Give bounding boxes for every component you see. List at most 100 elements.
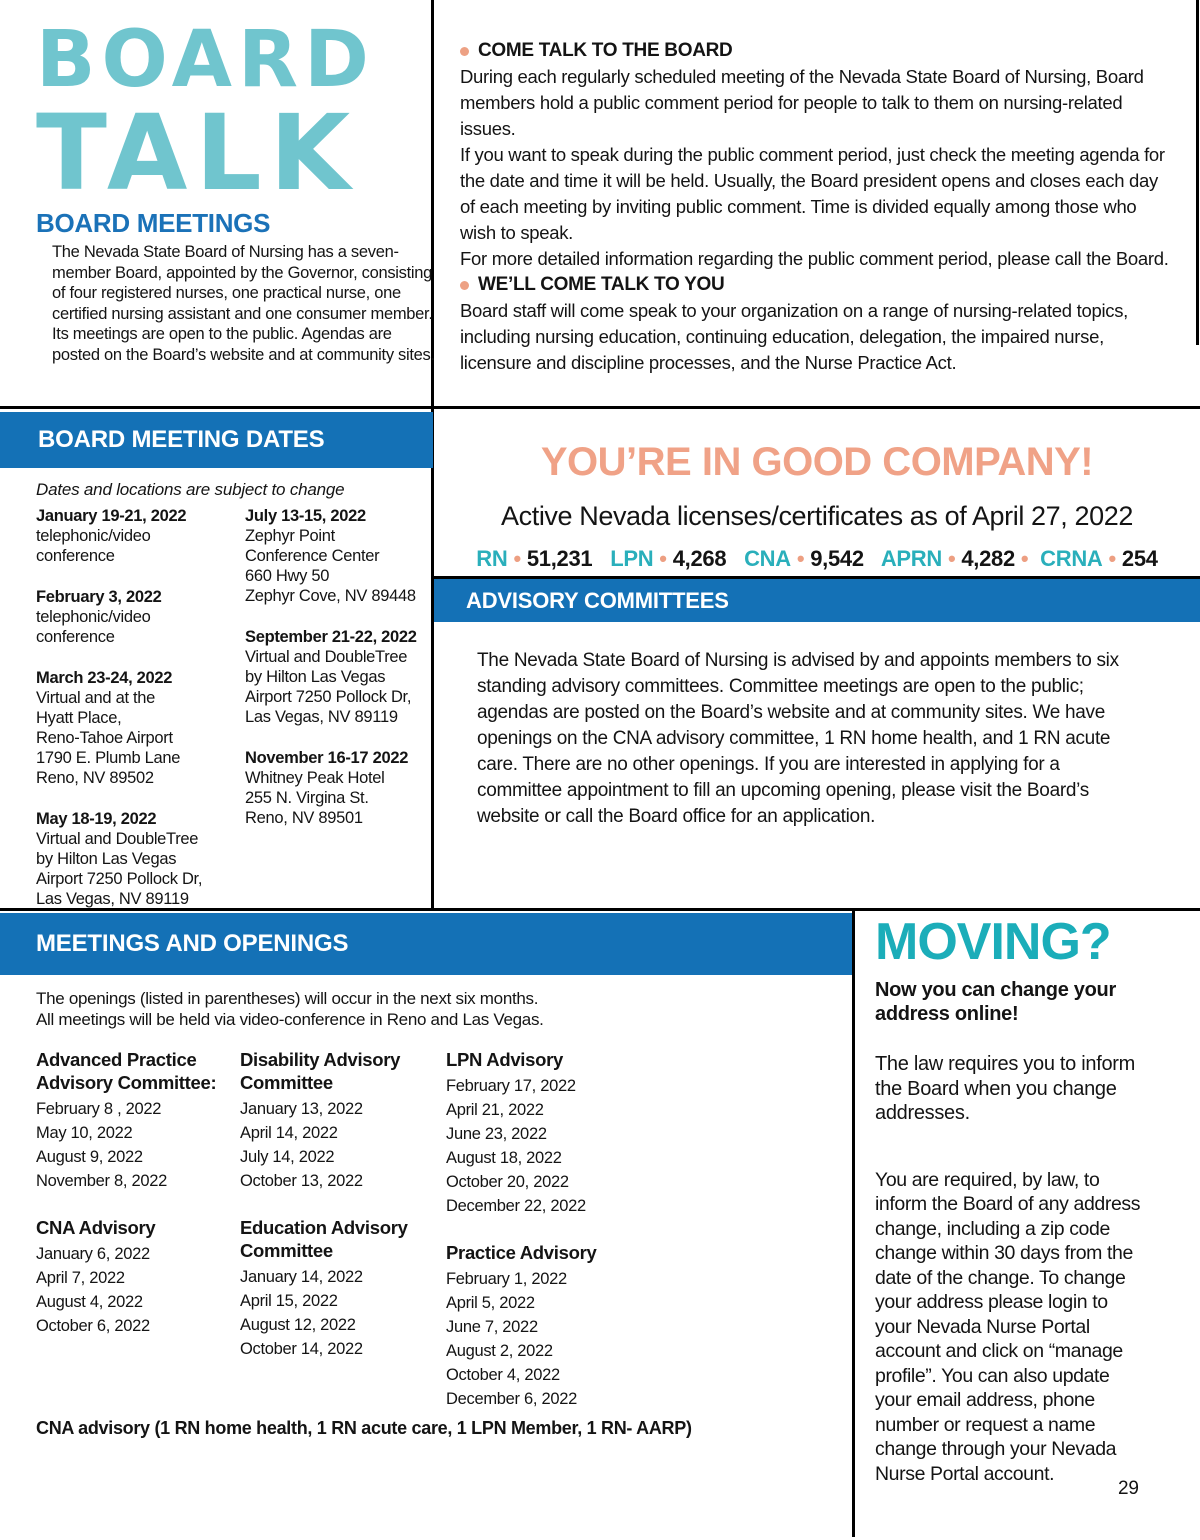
stat-label: LPN bbox=[610, 546, 654, 571]
meeting-location: Virtual and DoubleTree by Hilton Las Veg… bbox=[36, 830, 203, 908]
meeting-date: September 21-22, 2022 bbox=[245, 628, 417, 646]
committee-name: Practice Advisory bbox=[446, 1242, 597, 1263]
meeting-date: May 18-19, 2022 bbox=[36, 810, 157, 828]
good-company-section: YOU’RE IN GOOD COMPANY! Active Nevada li… bbox=[434, 430, 1200, 572]
moving-section: MOVING? Now you can change your address … bbox=[875, 912, 1147, 1486]
meeting-date: March 23-24, 2022 bbox=[36, 669, 173, 687]
stat-value: 4,268 bbox=[672, 546, 727, 571]
stat-label: CNA bbox=[744, 546, 791, 571]
stat-label: CRNA bbox=[1040, 546, 1103, 571]
dates-note: Dates and locations are subject to chang… bbox=[36, 480, 345, 499]
page-number: 29 bbox=[1118, 1478, 1139, 1499]
license-stats: RN • 51,231 LPN • 4,268 CNA • 9,542 APRN • 4,282… bbox=[434, 546, 1200, 572]
advisory-committees-banner: ADVISORY COMMITTEES bbox=[434, 579, 1200, 622]
vertical-divider-bottom bbox=[852, 911, 855, 1537]
committee-dates: February 8 , 2022 May 10, 2022 August 9,… bbox=[36, 1100, 167, 1190]
meeting-location: telephonic/video conference bbox=[36, 527, 151, 565]
horizontal-divider-mid bbox=[0, 406, 1200, 409]
committee-name: Disability Advisory Committee bbox=[240, 1049, 401, 1093]
stat-value: 4,282 bbox=[961, 546, 1015, 571]
well-come-talk-heading-row: WE’LL COME TALK TO YOU bbox=[460, 272, 1172, 298]
moving-title: MOVING? bbox=[875, 913, 1112, 971]
come-talk-heading: COME TALK TO THE BOARD bbox=[478, 40, 733, 61]
bullet-icon: • bbox=[1020, 546, 1029, 571]
committee-dates: January 6, 2022 April 7, 2022 August 4, … bbox=[36, 1245, 150, 1335]
committee-column-2: Disability Advisory Committee January 13… bbox=[240, 1048, 440, 1384]
logo-word-board: BOARD bbox=[36, 15, 375, 105]
good-company-subtitle: Active Nevada licenses/certificates as o… bbox=[501, 501, 1133, 531]
stat-label: RN bbox=[476, 546, 508, 571]
come-talk-para-3: For more detailed information regarding … bbox=[460, 248, 1169, 269]
stat-value: 254 bbox=[1121, 546, 1158, 571]
well-come-talk-para: Board staff will come speak to your orga… bbox=[460, 300, 1128, 373]
committee-dates: February 1, 2022 April 5, 2022 June 7, 2… bbox=[446, 1270, 577, 1408]
committee-column-3: LPN Advisory February 17, 2022 April 21,… bbox=[446, 1048, 646, 1434]
meeting-date-entry: September 21-22, 2022 Virtual and Double… bbox=[245, 627, 435, 727]
page-edge-line bbox=[1196, 0, 1199, 345]
bullet-icon: • bbox=[947, 546, 956, 571]
meeting-date-entry: March 23-24, 2022 Virtual and at the Hya… bbox=[36, 668, 236, 788]
committee-dates: January 14, 2022 April 15, 2022 August 1… bbox=[240, 1268, 363, 1358]
come-talk-heading-row: COME TALK TO THE BOARD bbox=[460, 38, 1172, 64]
meeting-location: Virtual and at the Hyatt Place, Reno-Tah… bbox=[36, 689, 181, 787]
meeting-location: telephonic/video conference bbox=[36, 608, 151, 646]
board-talk-logo: BOARD TALK bbox=[36, 15, 375, 214]
meeting-location: Zephyr Point Conference Center 660 Hwy 5… bbox=[245, 527, 416, 605]
come-talk-section: COME TALK TO THE BOARD During each regul… bbox=[460, 38, 1172, 376]
cna-advisory-footnote: CNA advisory (1 RN home health, 1 RN acu… bbox=[36, 1418, 692, 1438]
moving-para-1: Now you can change your address online! bbox=[875, 979, 1116, 1025]
meeting-date: November 16-17 2022 bbox=[245, 749, 409, 767]
good-company-title: YOU’RE IN GOOD COMPANY! bbox=[540, 440, 1094, 484]
meeting-location: Whitney Peak Hotel 255 N. Virgina St. Re… bbox=[245, 769, 385, 827]
committee-column-1: Advanced Practice Advisory Committee: Fe… bbox=[36, 1048, 231, 1361]
committee-name: LPN Advisory bbox=[446, 1049, 564, 1070]
board-meeting-dates-banner: BOARD MEETING DATES bbox=[0, 412, 433, 468]
bullet-icon: • bbox=[796, 546, 805, 571]
intro-line-2: All meetings will be held via video-conf… bbox=[36, 1010, 544, 1029]
intro-line-1: The openings (listed in parentheses) wil… bbox=[36, 989, 539, 1008]
meeting-date-entry: May 18-19, 2022 Virtual and DoubleTree b… bbox=[36, 809, 236, 909]
meeting-dates-column-2: July 13-15, 2022 Zephyr Point Conference… bbox=[245, 506, 435, 849]
advisory-committees-body: The Nevada State Board of Nursing is adv… bbox=[477, 650, 1119, 827]
board-meetings-body: The Nevada State Board of Nursing has a … bbox=[52, 243, 435, 364]
stat-value: 51,231 bbox=[526, 546, 593, 571]
committee-entry: CNA Advisory January 6, 2022 April 7, 20… bbox=[36, 1216, 231, 1338]
logo-word-talk: TALK bbox=[36, 92, 359, 214]
committee-entry: Education Advisory Committee January 14,… bbox=[240, 1216, 440, 1361]
meeting-date-entry: February 3, 2022 telephonic/video confer… bbox=[36, 587, 236, 647]
meeting-date-entry: November 16-17 2022 Whitney Peak Hotel 2… bbox=[245, 748, 435, 828]
horizontal-divider-advisory bbox=[434, 576, 1200, 579]
come-talk-para-2: If you want to speak during the public c… bbox=[460, 144, 1165, 243]
come-talk-para-1: During each regularly scheduled meeting … bbox=[460, 66, 1144, 139]
bullet-icon: • bbox=[659, 546, 667, 571]
meeting-location: Virtual and DoubleTree by Hilton Las Veg… bbox=[245, 648, 412, 726]
board-meetings-heading: BOARD MEETINGS bbox=[36, 208, 271, 238]
committee-name: CNA Advisory bbox=[36, 1217, 156, 1238]
bullet-icon: • bbox=[513, 546, 521, 571]
stat-value: 9,542 bbox=[810, 546, 864, 571]
committee-entry: LPN Advisory February 17, 2022 April 21,… bbox=[446, 1048, 646, 1218]
bullet-icon bbox=[460, 280, 469, 290]
horizontal-divider-bottom bbox=[0, 908, 1200, 911]
meeting-dates-column-1: January 19-21, 2022 telephonic/video con… bbox=[36, 506, 236, 930]
bullet-icon bbox=[460, 46, 469, 56]
committee-name: Education Advisory Committee bbox=[240, 1217, 408, 1261]
committee-entry: Practice Advisory February 1, 2022 April… bbox=[446, 1241, 646, 1411]
committee-entry: Disability Advisory Committee January 13… bbox=[240, 1048, 440, 1193]
meetings-openings-intro: The openings (listed in parentheses) wil… bbox=[36, 988, 544, 1030]
moving-para-3: You are required, by law, to inform the … bbox=[875, 1168, 1141, 1485]
stat-label: APRN bbox=[880, 546, 942, 571]
committee-dates: February 17, 2022 April 21, 2022 June 23… bbox=[446, 1077, 586, 1215]
committee-name: Advanced Practice Advisory Committee: bbox=[36, 1049, 217, 1093]
meeting-date-entry: July 13-15, 2022 Zephyr Point Conference… bbox=[245, 506, 435, 606]
meeting-date: February 3, 2022 bbox=[36, 588, 162, 606]
committee-dates: January 13, 2022 April 14, 2022 July 14,… bbox=[240, 1100, 363, 1190]
meeting-date: January 19-21, 2022 bbox=[36, 507, 187, 525]
bullet-icon: • bbox=[1108, 546, 1117, 571]
well-come-talk-heading: WE’LL COME TALK TO YOU bbox=[478, 274, 725, 295]
meeting-date-entry: January 19-21, 2022 telephonic/video con… bbox=[36, 506, 236, 566]
committee-entry: Advanced Practice Advisory Committee: Fe… bbox=[36, 1048, 231, 1193]
meeting-date: July 13-15, 2022 bbox=[245, 507, 366, 525]
meetings-openings-banner: MEETINGS AND OPENINGS bbox=[0, 913, 852, 975]
